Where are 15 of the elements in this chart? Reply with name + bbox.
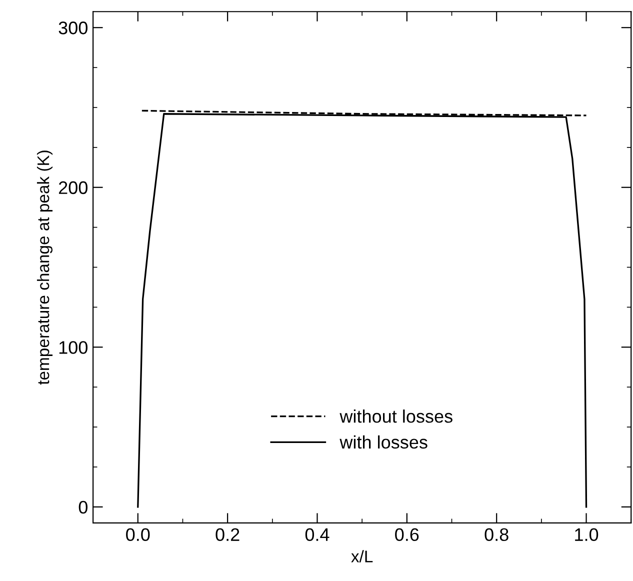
y-tick-label: 100	[59, 341, 88, 354]
x-tick-label: 0.8	[484, 528, 508, 542]
x-tick-label: 0.0	[126, 528, 150, 542]
legend-label: without losses	[340, 410, 452, 423]
line-series	[137, 113, 588, 508]
x-tick-label: 1.0	[575, 528, 598, 542]
y-tick-label: 0	[78, 500, 88, 514]
x-tick-label: 0.4	[305, 528, 330, 542]
x-tick-label: 0.2	[216, 528, 240, 542]
x-tick-label: 0.6	[395, 528, 419, 542]
legend-label: with losses	[340, 435, 428, 449]
y-axis-title: temperature change at peak (K)	[36, 150, 53, 385]
y-tick-label: 300	[58, 22, 88, 34]
x-axis-title: x/L	[351, 550, 373, 562]
y-tick-label: 200	[58, 181, 88, 194]
